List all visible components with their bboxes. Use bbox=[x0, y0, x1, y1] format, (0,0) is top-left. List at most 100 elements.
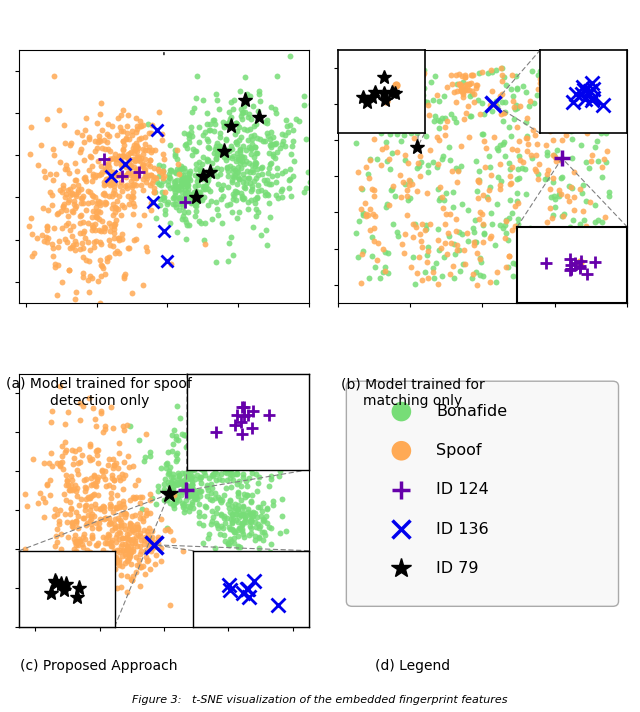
Point bbox=[91, 598, 101, 609]
Point bbox=[186, 481, 196, 492]
Point bbox=[219, 152, 229, 163]
Point bbox=[284, 174, 294, 186]
Point bbox=[202, 119, 212, 130]
Point bbox=[116, 508, 126, 520]
Point bbox=[98, 426, 108, 437]
Point bbox=[403, 174, 413, 185]
Point bbox=[237, 509, 248, 520]
Point bbox=[198, 184, 208, 195]
Point bbox=[119, 272, 129, 283]
Point bbox=[167, 477, 177, 488]
Point bbox=[64, 484, 74, 496]
Point bbox=[140, 164, 150, 175]
Point bbox=[225, 506, 236, 518]
Point bbox=[202, 176, 212, 187]
Point bbox=[500, 214, 511, 226]
Point bbox=[486, 169, 496, 181]
Point bbox=[111, 536, 121, 548]
Point bbox=[253, 531, 264, 543]
Text: Figure 3:   t-SNE visualization of the embedded fingerprint features: Figure 3: t-SNE visualization of the emb… bbox=[132, 695, 508, 705]
Point bbox=[406, 127, 417, 139]
Point bbox=[584, 91, 594, 103]
Point bbox=[87, 190, 97, 201]
Point bbox=[70, 479, 80, 491]
Point bbox=[189, 102, 199, 113]
Point bbox=[108, 174, 118, 186]
Point bbox=[96, 407, 106, 419]
Point bbox=[163, 476, 173, 488]
Point bbox=[462, 78, 472, 90]
Point bbox=[196, 158, 207, 169]
Point bbox=[246, 514, 256, 525]
Point bbox=[122, 120, 132, 132]
Point bbox=[67, 518, 77, 529]
Point bbox=[177, 194, 188, 205]
Point bbox=[227, 174, 237, 186]
Point bbox=[521, 116, 531, 127]
Point bbox=[198, 167, 208, 179]
Point bbox=[113, 513, 123, 524]
Point bbox=[28, 229, 38, 240]
Point bbox=[239, 159, 249, 170]
Point bbox=[241, 145, 251, 156]
Point bbox=[212, 450, 223, 461]
Point bbox=[119, 507, 129, 518]
Point bbox=[118, 496, 128, 507]
Point bbox=[238, 501, 248, 513]
Point bbox=[98, 531, 108, 543]
Point bbox=[215, 493, 225, 505]
Point bbox=[118, 105, 128, 116]
Point bbox=[88, 550, 98, 561]
Point bbox=[408, 219, 418, 230]
Point bbox=[243, 197, 253, 208]
Point bbox=[127, 537, 138, 548]
Point bbox=[0, 455, 8, 466]
Point bbox=[191, 453, 201, 464]
Point bbox=[104, 179, 115, 191]
Point bbox=[254, 542, 264, 553]
Point bbox=[390, 75, 401, 87]
Point bbox=[46, 417, 56, 428]
Point bbox=[211, 153, 221, 164]
Point bbox=[166, 164, 177, 176]
Point bbox=[372, 78, 383, 89]
Point bbox=[57, 440, 67, 451]
Point bbox=[234, 523, 244, 534]
Point bbox=[204, 424, 214, 435]
Point bbox=[200, 444, 211, 455]
Point bbox=[446, 108, 456, 120]
Point bbox=[173, 467, 184, 478]
Point bbox=[111, 502, 121, 513]
Point bbox=[103, 459, 113, 471]
Point bbox=[109, 518, 119, 530]
Point bbox=[232, 540, 243, 552]
Point bbox=[495, 219, 505, 231]
Point bbox=[576, 139, 586, 150]
Point bbox=[73, 186, 83, 197]
Point bbox=[228, 533, 239, 544]
Point bbox=[141, 509, 151, 520]
Point bbox=[126, 175, 136, 187]
Point bbox=[86, 473, 96, 484]
Point bbox=[80, 172, 90, 183]
Point bbox=[128, 533, 138, 545]
Point bbox=[95, 271, 106, 282]
Point bbox=[103, 118, 113, 130]
Point bbox=[184, 506, 195, 517]
Point bbox=[156, 555, 166, 567]
Point bbox=[61, 469, 71, 481]
Point bbox=[474, 177, 484, 188]
Point bbox=[200, 469, 211, 481]
Point bbox=[104, 529, 115, 540]
Point bbox=[157, 175, 168, 187]
Point bbox=[210, 488, 220, 499]
Point bbox=[431, 131, 442, 142]
Point bbox=[532, 139, 543, 150]
Point bbox=[173, 169, 184, 180]
Point bbox=[410, 278, 420, 290]
Point bbox=[193, 450, 203, 461]
Point bbox=[278, 135, 288, 147]
Point bbox=[244, 529, 254, 540]
Point bbox=[164, 182, 175, 194]
Point bbox=[78, 400, 88, 412]
